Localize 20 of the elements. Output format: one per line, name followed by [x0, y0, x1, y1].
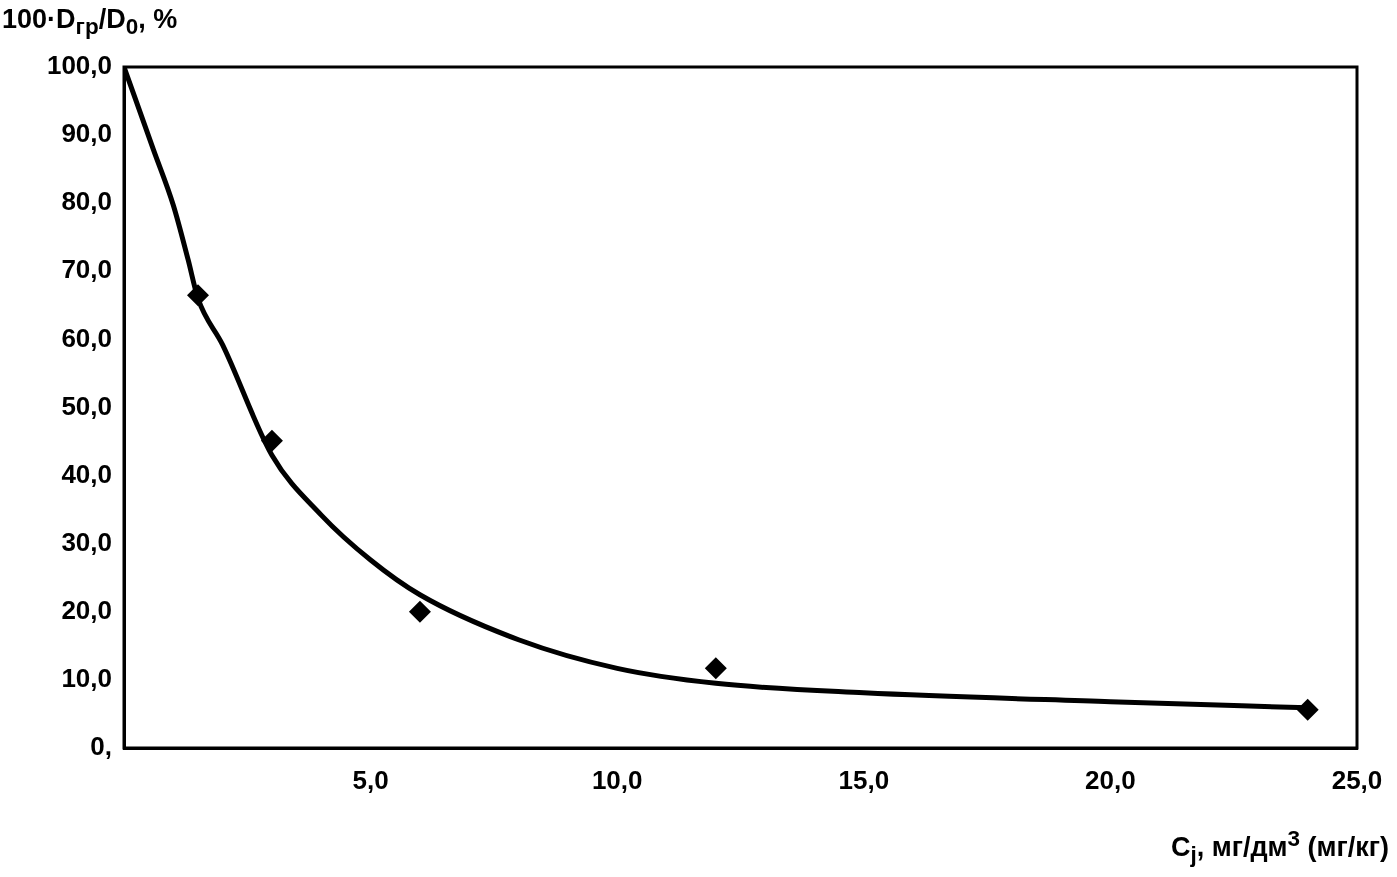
- y-axis-title: 100·D$_{гр}$/D$_{0}$, %: [2, 4, 178, 41]
- y-tick-label: 10,0: [61, 663, 112, 694]
- x-axis-title: C$_{j}$, мг/дм$^{3}$ (мг/кг): [1170, 826, 1389, 869]
- y-tick-label: 70,0: [61, 254, 112, 285]
- x-tick-label: 5,0: [352, 764, 389, 795]
- x-tick-label: 10,0: [591, 764, 643, 795]
- x-tick-label: 15,0: [838, 764, 890, 795]
- y-tick-label: 40,0: [61, 458, 112, 489]
- y-tick-label: 90,0: [61, 118, 112, 149]
- x-tick-label: 20,0: [1085, 764, 1136, 795]
- y-tick-label: 30,0: [61, 526, 112, 557]
- y-tick-label: 80,0: [61, 186, 112, 217]
- y-tick-label: 100,0: [46, 50, 112, 81]
- y-tick-label: 50,0: [61, 390, 112, 421]
- y-tick-label: 20,0: [61, 594, 112, 625]
- y-tick-label: 60,0: [61, 322, 112, 353]
- x-tick-label: 25,0: [1331, 764, 1383, 795]
- point: [704, 657, 727, 680]
- point: [408, 600, 431, 623]
- y-tick-label: 0,: [90, 731, 112, 762]
